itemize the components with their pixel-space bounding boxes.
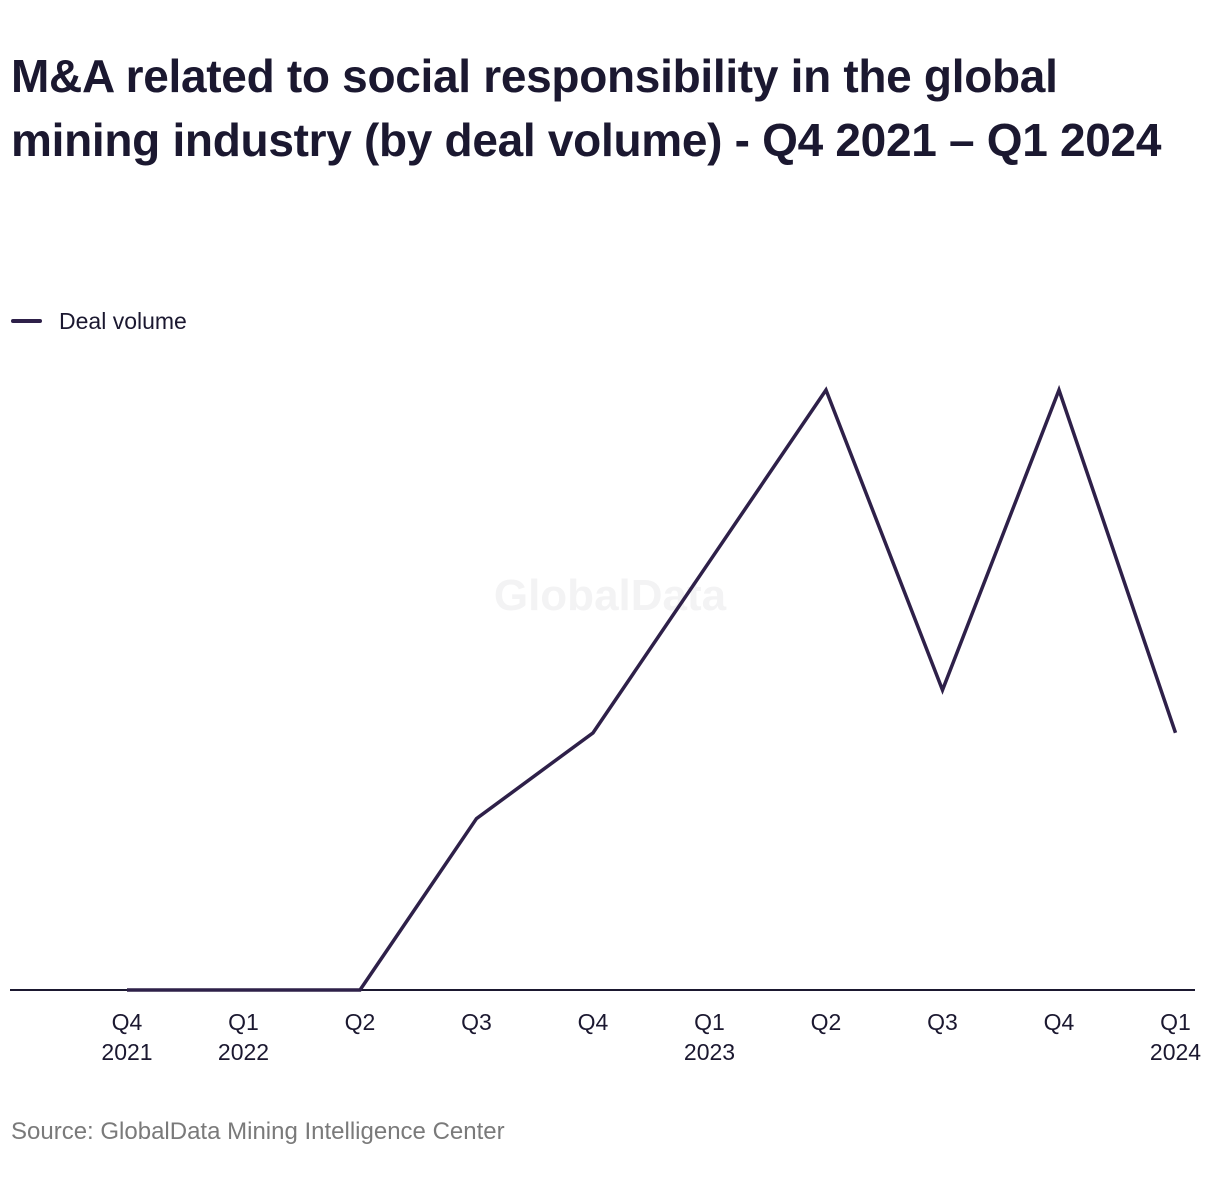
chart-marks: Q4 2021 Q1 2022 Q2 Q3 Q4 Q1 2023 Q2 Q3 Q4 Q1 2024 xyxy=(10,384,1201,1065)
chart-title: M&A related to social responsibility in … xyxy=(11,50,1162,166)
x-tick-label: Q2 xyxy=(811,1009,842,1035)
legend-label: Deal volume xyxy=(59,307,187,334)
x-tick-label: Q1 2022 xyxy=(218,1009,269,1065)
x-tick-label: Q4 xyxy=(578,1009,609,1035)
x-tick-label: Q1 2023 xyxy=(684,1009,735,1065)
x-tick-label: Q4 2021 xyxy=(101,1009,152,1065)
x-tick-label: Q1 2024 xyxy=(1150,1009,1201,1065)
legend: Deal volume xyxy=(11,306,187,336)
x-tick-label: Q4 xyxy=(1044,1009,1075,1035)
source-note: Source: GlobalData Mining Intelligence C… xyxy=(11,1118,505,1145)
x-tick-label: Q2 xyxy=(345,1009,376,1035)
legend-line-swatch xyxy=(11,319,42,323)
series-line-deal-volume xyxy=(127,384,1178,992)
x-tick-label: Q3 xyxy=(461,1009,492,1035)
watermark: GlobalData xyxy=(494,571,727,620)
x-tick-label: Q3 xyxy=(927,1009,958,1035)
